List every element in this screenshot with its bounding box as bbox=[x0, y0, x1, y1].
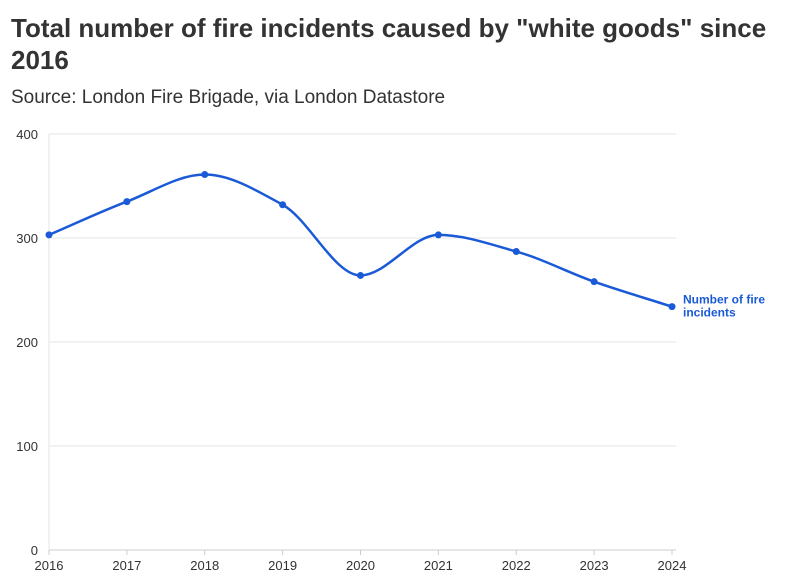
data-point bbox=[512, 248, 520, 256]
y-tick-label: 300 bbox=[16, 231, 38, 246]
data-point bbox=[45, 231, 53, 239]
x-tick-label: 2024 bbox=[658, 558, 687, 573]
data-point bbox=[123, 198, 131, 206]
y-tick-label: 0 bbox=[31, 543, 38, 558]
data-point bbox=[201, 171, 209, 179]
series-line bbox=[47, 173, 674, 308]
series-label-line: incidents bbox=[683, 306, 736, 320]
x-tick-label: 2023 bbox=[580, 558, 609, 573]
x-tick-label: 2018 bbox=[190, 558, 219, 573]
data-point bbox=[357, 271, 364, 279]
x-tick-label: 2021 bbox=[424, 558, 453, 573]
series-line-layer bbox=[47, 173, 674, 308]
series-label-line: Number of fire bbox=[683, 293, 765, 307]
data-points bbox=[45, 171, 676, 311]
gridlines bbox=[49, 133, 676, 447]
y-tick-label: 200 bbox=[16, 335, 38, 350]
data-point bbox=[434, 231, 442, 239]
labels: 0 100 200 300 400 2016 2017 2018 2019 2020 2021 202… bbox=[16, 127, 765, 573]
data-point bbox=[590, 278, 598, 286]
x-tick-label: 2017 bbox=[112, 558, 141, 573]
x-tick-label: 2016 bbox=[35, 558, 64, 573]
chart-title: Total number of fire incidents caused by… bbox=[11, 13, 767, 75]
data-point bbox=[279, 201, 287, 209]
y-tick-label: 400 bbox=[16, 127, 38, 142]
chart-subtitle: Source: London Fire Brigade, via London … bbox=[11, 87, 446, 108]
x-tick-label: 2019 bbox=[268, 558, 297, 573]
y-tick-label: 100 bbox=[16, 439, 38, 454]
x-tick-label: 2020 bbox=[346, 558, 375, 573]
axes bbox=[48, 134, 676, 555]
data-point bbox=[668, 303, 676, 311]
x-tick-label: 2022 bbox=[502, 558, 531, 573]
series-label: Number of fire incidents bbox=[683, 293, 765, 320]
